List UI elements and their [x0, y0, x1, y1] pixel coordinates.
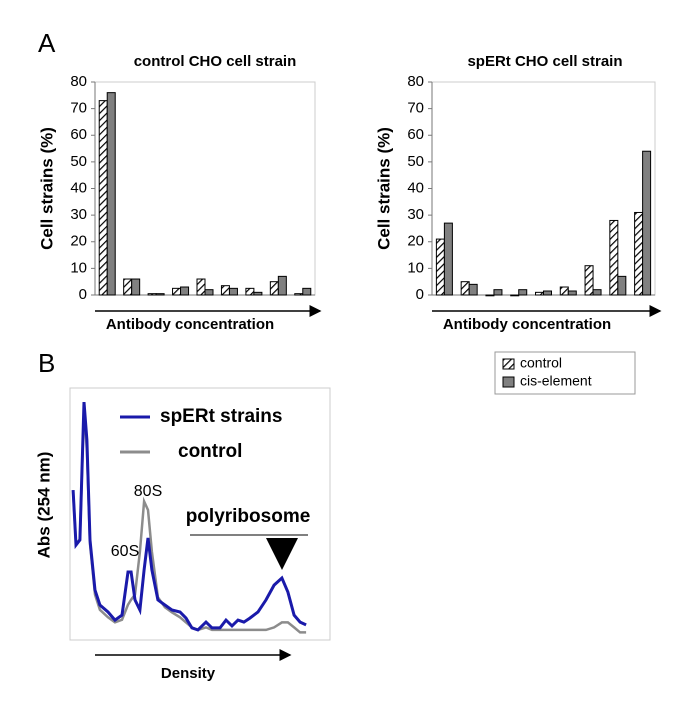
bar	[131, 278, 141, 296]
bar	[559, 286, 569, 296]
x-axis-label: Antibody concentration	[106, 316, 274, 333]
y-tick-label: 10	[407, 259, 424, 276]
y-tick-label: 0	[416, 286, 424, 303]
bar	[592, 289, 602, 296]
panel-label: B	[38, 348, 55, 378]
bar	[443, 222, 453, 296]
bar	[435, 238, 445, 296]
root: A 0 10 20 30 40 50 60 70 80 control CHO cell strai…	[34, 28, 662, 682]
bar	[510, 294, 520, 297]
legend-swatch	[502, 358, 515, 370]
bar	[634, 211, 644, 296]
annotation: 60S	[111, 543, 139, 560]
bar	[98, 100, 108, 296]
annotation: 80S	[134, 483, 162, 500]
bar	[228, 287, 238, 296]
annotation: polyribosome	[186, 506, 311, 527]
chart-title: spERt CHO cell strain	[467, 53, 622, 70]
y-tick-label: 10	[70, 259, 87, 276]
panel-label: A	[38, 28, 56, 58]
bar	[155, 293, 165, 296]
legend-label: control	[520, 355, 562, 371]
bar	[147, 293, 157, 296]
bar	[106, 92, 116, 296]
y-tick-label: 80	[70, 73, 87, 90]
bar	[493, 289, 503, 296]
bar	[617, 275, 627, 296]
bar	[294, 293, 304, 296]
y-tick-label: 80	[407, 73, 424, 90]
x-axis-label: Antibody concentration	[443, 316, 611, 333]
y-tick-label: 20	[70, 233, 87, 250]
bar	[196, 278, 206, 296]
y-tick-label: 40	[407, 179, 424, 196]
legend-label: control	[178, 441, 242, 462]
bar	[584, 265, 594, 296]
y-tick-label: 50	[407, 153, 424, 170]
y-tick-label: 30	[407, 206, 424, 223]
chart-title: control CHO cell strain	[134, 53, 297, 70]
bar	[220, 285, 230, 296]
bar	[543, 290, 552, 296]
y-tick-label: 60	[70, 126, 87, 143]
bar	[277, 275, 287, 296]
bar	[642, 150, 652, 296]
bar	[468, 283, 478, 296]
plot-frame	[431, 81, 656, 296]
bar	[567, 290, 577, 296]
plot-frame	[69, 387, 331, 641]
y-tick-label: 60	[407, 126, 424, 143]
legend-box	[494, 351, 636, 395]
bar	[302, 287, 312, 296]
y-tick-label: 70	[70, 100, 87, 117]
x-axis-label: Density	[161, 665, 216, 682]
legend-label: spERt strains	[160, 406, 282, 427]
y-tick-label: 50	[70, 153, 87, 170]
y-axis-label: Cell strains (%)	[374, 127, 393, 250]
bar	[180, 286, 190, 296]
bar	[460, 281, 470, 296]
bar	[204, 289, 214, 296]
y-tick-label: 0	[79, 286, 87, 303]
legend-swatch	[502, 376, 515, 388]
bar	[485, 294, 495, 297]
plot-frame	[94, 81, 316, 296]
bar	[123, 278, 133, 296]
y-tick-label: 70	[407, 100, 424, 117]
y-axis-label: Cell strains (%)	[37, 127, 56, 250]
y-tick-label: 40	[70, 179, 87, 196]
bar	[609, 219, 619, 296]
bar	[535, 291, 544, 296]
legend-label: cis-element	[520, 373, 592, 389]
bar	[253, 291, 263, 296]
bar	[245, 287, 255, 296]
y-tick-label: 30	[70, 206, 87, 223]
bar	[269, 281, 279, 296]
bar	[172, 287, 182, 296]
bar	[518, 289, 528, 296]
y-axis-label: Abs (254 nm)	[34, 452, 53, 559]
y-tick-label: 20	[407, 233, 424, 250]
line	[71, 401, 307, 632]
